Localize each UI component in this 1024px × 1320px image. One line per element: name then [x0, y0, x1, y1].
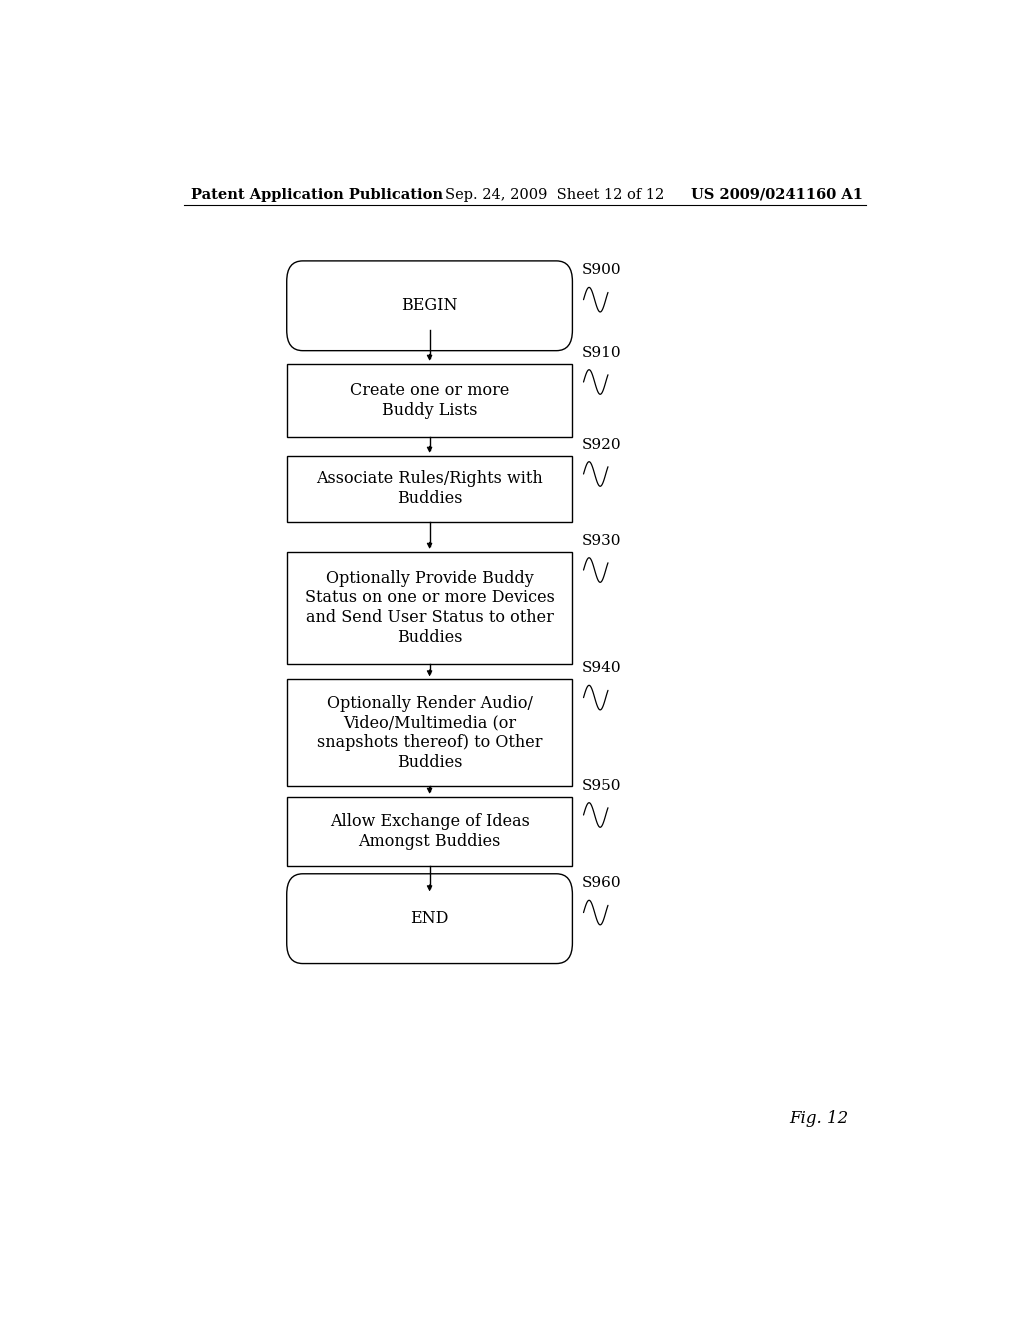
Text: S950: S950	[582, 779, 622, 792]
Text: Allow Exchange of Ideas
Amongst Buddies: Allow Exchange of Ideas Amongst Buddies	[330, 813, 529, 850]
Text: END: END	[411, 911, 449, 927]
Text: BEGIN: BEGIN	[401, 297, 458, 314]
Text: S960: S960	[582, 876, 622, 890]
Text: Optionally Provide Buddy
Status on one or more Devices
and Send User Status to o: Optionally Provide Buddy Status on one o…	[304, 570, 555, 645]
Bar	[287, 797, 572, 866]
FancyBboxPatch shape	[287, 261, 572, 351]
Text: Optionally Render Audio/
Video/Multimedia (or
snapshots thereof) to Other
Buddie: Optionally Render Audio/ Video/Multimedi…	[316, 694, 543, 771]
Text: US 2009/0241160 A1: US 2009/0241160 A1	[691, 187, 863, 202]
Bar	[287, 552, 572, 664]
FancyBboxPatch shape	[287, 874, 572, 964]
Text: Create one or more
Buddy Lists: Create one or more Buddy Lists	[350, 381, 509, 418]
Text: S900: S900	[582, 263, 622, 277]
Bar	[287, 364, 572, 437]
Text: Associate Rules/Rights with
Buddies: Associate Rules/Rights with Buddies	[316, 470, 543, 507]
Text: S940: S940	[582, 661, 622, 676]
Text: S930: S930	[582, 533, 622, 548]
Text: Fig. 12: Fig. 12	[788, 1110, 848, 1127]
Text: S920: S920	[582, 438, 622, 451]
Bar	[287, 680, 572, 785]
Text: S910: S910	[582, 346, 622, 359]
Text: Patent Application Publication: Patent Application Publication	[191, 187, 443, 202]
Bar	[287, 455, 572, 521]
Text: Sep. 24, 2009  Sheet 12 of 12: Sep. 24, 2009 Sheet 12 of 12	[445, 187, 665, 202]
